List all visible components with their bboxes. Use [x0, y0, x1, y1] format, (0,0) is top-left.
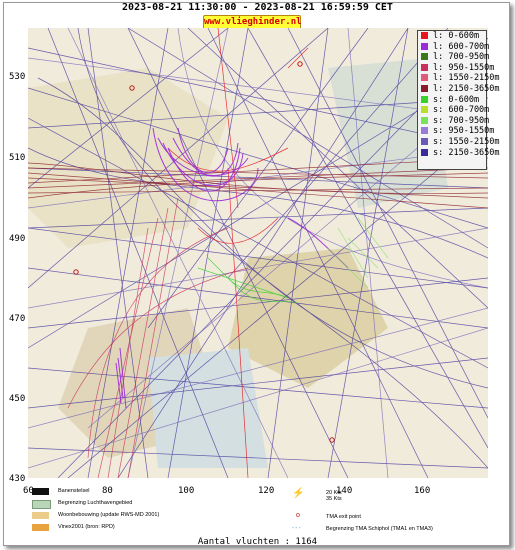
- flight-track-map[interactable]: [28, 28, 488, 478]
- legend-item: s: 0-600m: [418, 95, 486, 106]
- legend-swatch: [421, 63, 428, 71]
- wind-key: 20 Kts 35 Kts: [326, 490, 342, 502]
- vinex-swatch: [32, 524, 49, 531]
- legend-swatch: [421, 106, 428, 114]
- housing-key: Woonbebouwing (update RWS-MD 2001): [58, 512, 160, 518]
- legend-item: l: 2150-3650m: [418, 84, 500, 95]
- legend-swatch: [421, 53, 428, 61]
- tma-boundary-icon: - - -: [292, 525, 301, 531]
- x-tick-label: 160: [414, 486, 431, 496]
- legend-label: s: 1550-2150m: [433, 136, 500, 147]
- legend-item: l: 600-700m: [418, 41, 490, 53]
- flight-count: Aantal vluchten : 1164: [197, 537, 318, 547]
- tma-exit-points: [73, 61, 335, 443]
- legend-label: l: 0-600m: [433, 31, 480, 41]
- legend-item: l: 950-1550m: [418, 63, 494, 74]
- housing-swatch: [32, 512, 49, 519]
- runways-key: Banenstelsel: [58, 488, 90, 494]
- legend-label: l: 600-700m: [433, 41, 490, 52]
- y-tick-label: 510: [9, 153, 26, 163]
- legend-item: s: 2150-3650m: [418, 148, 500, 159]
- legend-swatch: [421, 95, 428, 103]
- flight-tracks: [28, 28, 488, 478]
- legend-swatch: [421, 137, 428, 145]
- legend-label: s: 2150-3650m: [433, 147, 500, 158]
- tma-exit-key: TMA exit point: [326, 514, 361, 520]
- legend-swatch: [421, 148, 428, 156]
- x-tick-label: 100: [178, 486, 195, 496]
- altitude-legend: l: 0-600m l: 600-700m l: 700-950m l: 950…: [417, 30, 500, 170]
- legend-swatch: [421, 116, 428, 124]
- y-tick-label: 490: [9, 234, 26, 244]
- legend-swatch: [421, 32, 428, 39]
- airport-boundary-swatch: [32, 500, 51, 509]
- runways-swatch: [32, 488, 49, 495]
- legend-swatch: [421, 74, 428, 82]
- y-tick-label: 530: [9, 72, 26, 82]
- legend-swatch: [421, 42, 428, 50]
- legend-swatch: [421, 84, 428, 92]
- legend-item: s: 950-1550m: [418, 126, 494, 137]
- x-tick-label: 60: [23, 486, 34, 496]
- legend-label: l: 2150-3650m: [433, 83, 500, 94]
- legend-label: l: 700-950m: [433, 52, 490, 63]
- legend-item: s: 1550-2150m: [418, 137, 500, 148]
- tma-boundary-key: Begrenzing TMA Schiphol (TMA1 en TMA3): [326, 526, 433, 532]
- legend-item: s: 700-950m: [418, 115, 490, 127]
- time-range-title: 2023-08-21 11:30:00 - 2023-08-21 16:59:5…: [122, 2, 393, 13]
- legend-item: l: 0-600m: [418, 31, 486, 42]
- x-tick-label: 120: [258, 486, 275, 496]
- vinex-key: Vinex2001 (bron: RPD): [58, 524, 115, 530]
- x-tick-label: 80: [102, 486, 113, 496]
- y-tick-label: 470: [9, 314, 26, 324]
- airport-boundary-key: Begrenzing Luchthavengebied: [58, 500, 133, 506]
- legend-label: s: 700-950m: [433, 115, 490, 126]
- legend-label: s: 600-700m: [433, 105, 490, 116]
- legend-item: l: 700-950m: [418, 52, 490, 63]
- legend-swatch: [421, 127, 428, 135]
- legend-label: l: 1550-2150m: [433, 73, 500, 84]
- wind-icon: ⚡: [292, 488, 305, 499]
- y-tick-label: 450: [9, 394, 26, 404]
- legend-label: s: 950-1550m: [433, 126, 495, 137]
- x-tick-label: 140: [336, 486, 353, 496]
- tma-exit-icon: o: [296, 512, 300, 519]
- legend-item: s: 600-700m: [418, 105, 490, 116]
- legend-label: s: 0-600m: [433, 94, 480, 105]
- map-key: Banenstelsel Begrenzing Luchthavengebied…: [30, 488, 490, 533]
- y-tick-label: 430: [9, 474, 26, 484]
- legend-label: l: 950-1550m: [433, 62, 495, 73]
- legend-item: l: 1550-2150m: [418, 73, 500, 84]
